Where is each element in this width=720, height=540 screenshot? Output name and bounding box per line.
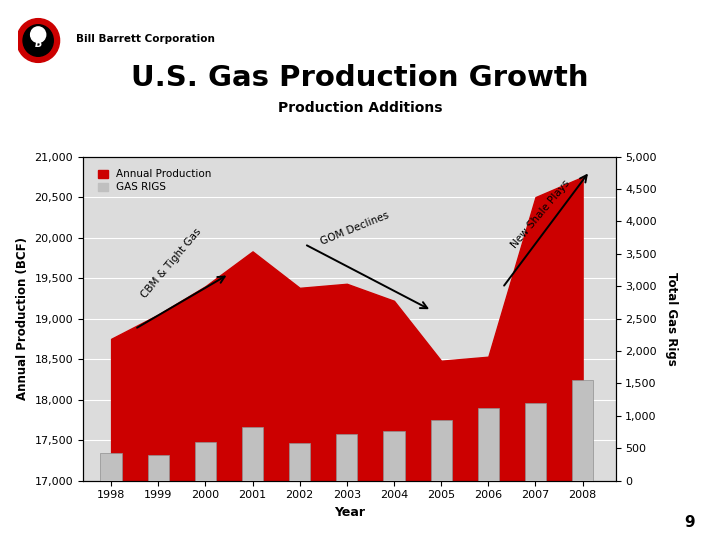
Legend: Annual Production, GAS RIGS: Annual Production, GAS RIGS [94,165,216,197]
Bar [431,420,451,481]
Ellipse shape [23,25,53,56]
Bar [477,408,499,481]
Text: CBM & Tight Gas: CBM & Tight Gas [140,226,203,300]
Bar [101,453,122,481]
Y-axis label: Total Gas Rigs: Total Gas Rigs [665,272,678,366]
Text: 9: 9 [684,515,695,530]
Text: Production Additions: Production Additions [278,101,442,115]
Bar [383,431,405,481]
Bar [336,434,357,481]
Bar [572,380,593,481]
Text: U.S. Gas Production Growth: U.S. Gas Production Growth [131,64,589,92]
Text: Bill Barrett Corporation: Bill Barrett Corporation [76,34,215,44]
Bar [195,442,216,481]
Bar [148,455,169,481]
Ellipse shape [17,18,60,62]
Y-axis label: Annual Production (BCF): Annual Production (BCF) [16,237,29,400]
Text: GOM Declines: GOM Declines [318,210,390,246]
X-axis label: Year: Year [333,506,365,519]
Text: B: B [35,39,42,49]
Bar [289,443,310,481]
Bar [242,428,263,481]
Ellipse shape [30,27,46,43]
Text: New Shale Plays: New Shale Plays [510,178,572,249]
Bar [525,403,546,481]
